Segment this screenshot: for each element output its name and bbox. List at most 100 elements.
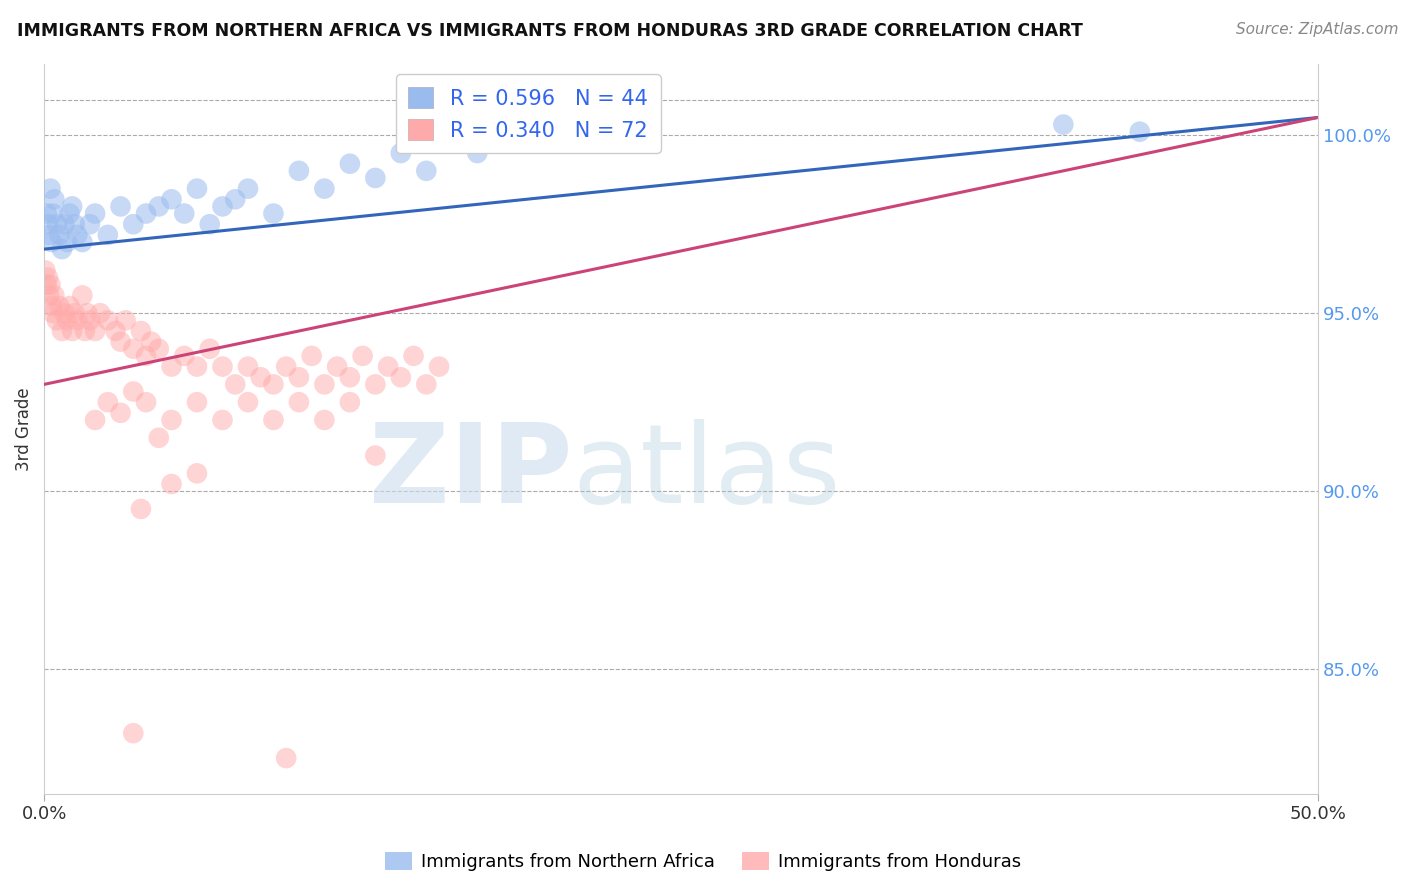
Point bbox=[198, 217, 221, 231]
Point bbox=[364, 377, 387, 392]
Point bbox=[314, 181, 336, 195]
Point bbox=[236, 359, 259, 374]
Point bbox=[89, 306, 111, 320]
Point bbox=[39, 277, 62, 292]
Point bbox=[72, 235, 94, 249]
Point bbox=[76, 306, 98, 320]
Point bbox=[262, 413, 284, 427]
Point bbox=[135, 349, 157, 363]
Point bbox=[110, 199, 132, 213]
Point bbox=[66, 227, 89, 242]
Point bbox=[186, 467, 208, 481]
Point bbox=[72, 288, 94, 302]
Point bbox=[262, 206, 284, 220]
Point bbox=[53, 217, 76, 231]
Point bbox=[160, 477, 183, 491]
Point bbox=[211, 359, 233, 374]
Point bbox=[42, 206, 65, 220]
Point bbox=[224, 192, 246, 206]
Point bbox=[39, 181, 62, 195]
Point bbox=[56, 313, 79, 327]
Point bbox=[173, 349, 195, 363]
Point bbox=[48, 227, 70, 242]
Point bbox=[38, 227, 60, 242]
Point bbox=[364, 170, 387, 185]
Legend: R = 0.596   N = 44, R = 0.340   N = 72: R = 0.596 N = 44, R = 0.340 N = 72 bbox=[396, 74, 661, 153]
Point bbox=[34, 263, 56, 277]
Point bbox=[35, 206, 58, 220]
Point bbox=[301, 349, 323, 363]
Point bbox=[173, 206, 195, 220]
Point bbox=[314, 377, 336, 392]
Point bbox=[53, 306, 76, 320]
Point bbox=[37, 270, 59, 285]
Point bbox=[79, 217, 101, 231]
Point bbox=[377, 359, 399, 374]
Point bbox=[45, 217, 67, 231]
Point bbox=[51, 242, 73, 256]
Point bbox=[41, 235, 63, 249]
Point bbox=[110, 406, 132, 420]
Point bbox=[58, 206, 80, 220]
Point bbox=[122, 726, 145, 740]
Point bbox=[56, 235, 79, 249]
Point bbox=[122, 342, 145, 356]
Point bbox=[51, 324, 73, 338]
Point bbox=[211, 199, 233, 213]
Point bbox=[339, 395, 361, 409]
Point bbox=[66, 313, 89, 327]
Point bbox=[37, 217, 59, 231]
Point bbox=[129, 324, 152, 338]
Point bbox=[48, 299, 70, 313]
Point bbox=[139, 334, 162, 349]
Point bbox=[60, 324, 83, 338]
Point bbox=[211, 413, 233, 427]
Point bbox=[45, 313, 67, 327]
Point bbox=[148, 342, 170, 356]
Point bbox=[364, 449, 387, 463]
Point bbox=[44, 288, 66, 302]
Point bbox=[73, 324, 96, 338]
Point bbox=[352, 349, 374, 363]
Point bbox=[276, 751, 298, 765]
Point bbox=[42, 306, 65, 320]
Point bbox=[262, 377, 284, 392]
Point bbox=[104, 324, 127, 338]
Point bbox=[110, 334, 132, 349]
Point bbox=[339, 157, 361, 171]
Point bbox=[389, 370, 412, 384]
Text: atlas: atlas bbox=[572, 419, 841, 526]
Point bbox=[314, 413, 336, 427]
Point bbox=[160, 192, 183, 206]
Point bbox=[198, 342, 221, 356]
Point bbox=[135, 206, 157, 220]
Point bbox=[288, 370, 311, 384]
Point bbox=[236, 181, 259, 195]
Point bbox=[44, 192, 66, 206]
Point bbox=[440, 128, 463, 143]
Y-axis label: 3rd Grade: 3rd Grade bbox=[15, 387, 32, 471]
Point bbox=[236, 395, 259, 409]
Point bbox=[84, 413, 107, 427]
Point bbox=[63, 306, 86, 320]
Point bbox=[186, 395, 208, 409]
Point bbox=[58, 299, 80, 313]
Point bbox=[63, 217, 86, 231]
Point bbox=[79, 313, 101, 327]
Point bbox=[186, 359, 208, 374]
Point bbox=[224, 377, 246, 392]
Point bbox=[415, 377, 437, 392]
Point bbox=[38, 288, 60, 302]
Point bbox=[186, 181, 208, 195]
Point bbox=[339, 370, 361, 384]
Point bbox=[122, 217, 145, 231]
Point bbox=[60, 199, 83, 213]
Point bbox=[492, 121, 515, 136]
Point bbox=[276, 359, 298, 374]
Point bbox=[135, 395, 157, 409]
Point bbox=[402, 349, 425, 363]
Point bbox=[35, 277, 58, 292]
Point bbox=[389, 146, 412, 161]
Point bbox=[326, 359, 349, 374]
Point bbox=[97, 227, 120, 242]
